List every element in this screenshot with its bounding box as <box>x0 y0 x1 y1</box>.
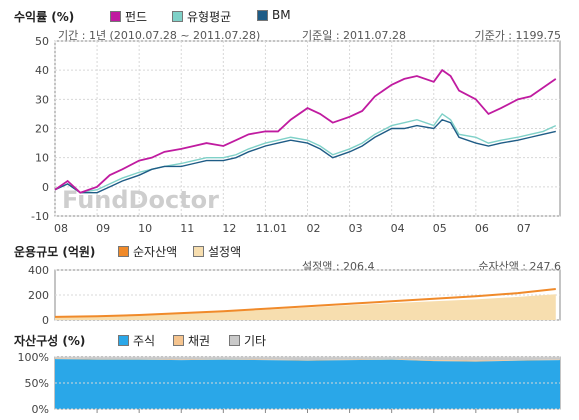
aum-y-tick-label: 400 <box>28 265 49 277</box>
period-label: 기간 : 1년 (2010.07.28 ~ 2011.07.28) <box>58 29 261 42</box>
bm-swatch <box>257 9 268 21</box>
legend-fund: 펀드 <box>110 8 147 25</box>
bonds-swatch <box>173 335 184 346</box>
legend-bonds: 채권 <box>173 332 210 349</box>
legend-bonds-label: 채권 <box>188 334 211 348</box>
returns-y-tick-label: 30 <box>35 93 49 106</box>
legend-peer-avg: 유형평균 <box>172 8 231 25</box>
legend-bm-label: BM <box>272 8 291 22</box>
bm-series-line <box>54 118 556 194</box>
other-swatch <box>229 335 240 346</box>
aum-y-tick-label: 200 <box>28 289 49 302</box>
legend-setup-amount-label: 설정액 <box>208 245 242 259</box>
net-assets-line <box>54 288 556 318</box>
aum-title: 운용규모 (억원) <box>14 245 96 259</box>
asset-chart: 0% 50% 100% <box>18 352 561 416</box>
setup-amount-swatch <box>193 246 204 257</box>
asset-title: 자산구성 (%) <box>14 334 86 348</box>
net-assets-swatch <box>118 246 129 257</box>
returns-x-tick-label: 03 <box>349 222 363 235</box>
legend-setup-amount: 설정액 <box>193 243 241 260</box>
peer-avg-series-line <box>54 112 557 194</box>
returns-y-tick-label: 10 <box>35 152 49 165</box>
returns-y-tick-label: 40 <box>35 64 49 77</box>
legend-other: 기타 <box>229 332 266 349</box>
asset-y-tick-label: 0% <box>32 403 49 416</box>
returns-x-tick-label: 02 <box>307 222 321 235</box>
setup-amount-area <box>55 294 556 320</box>
asset-y-tick-label: 100% <box>18 352 49 364</box>
asset-y-tick-label: 50% <box>25 377 49 390</box>
bonds-area <box>55 358 560 362</box>
returns-x-tick-label: 12 <box>222 222 236 235</box>
returns-y-tick-label: 0 <box>42 181 49 194</box>
returns-x-tick-label: 07 <box>517 222 531 235</box>
returns-x-tick-label: 08 <box>54 222 68 235</box>
returns-x-tick-label: 10 <box>138 222 152 235</box>
returns-y-tick-label: 20 <box>35 123 49 136</box>
legend-net-assets-label: 순자산액 <box>133 245 178 259</box>
base-date-label: 기준일 : 2011.07.28 <box>302 29 407 42</box>
returns-title: 수익률 (%) <box>14 10 75 24</box>
legend-peer-avg-label: 유형평균 <box>187 10 232 24</box>
returns-y-tick-label: -10 <box>31 210 49 223</box>
aum-y-tick-label: 0 <box>42 314 49 325</box>
legend-stocks: 주식 <box>118 332 155 349</box>
fund-series-line <box>54 68 557 194</box>
legend-fund-label: 펀드 <box>125 10 148 24</box>
legend-other-label: 기타 <box>244 334 267 348</box>
other-area <box>55 357 560 361</box>
stocks-area <box>55 359 560 409</box>
stocks-swatch <box>118 335 129 346</box>
returns-x-tick-label: 11.01 <box>256 222 288 235</box>
returns-x-tick-label: 09 <box>96 222 110 235</box>
returns-x-tick-label: 06 <box>475 222 489 235</box>
peer-avg-swatch <box>172 11 183 22</box>
fund-swatch <box>110 11 121 22</box>
returns-x-tick-label: 11 <box>180 222 194 235</box>
returns-y-tick-label: 50 <box>35 36 49 48</box>
legend-net-assets: 순자산액 <box>118 243 177 260</box>
legend-bm: BM <box>257 8 291 22</box>
returns-chart: -10 0 10 20 30 40 50 08 09 10 11 12 11.01 02 03 04 05 06 0… <box>31 36 561 235</box>
aum-chart: 0 200 400 <box>28 265 561 325</box>
returns-x-tick-label: 04 <box>391 222 405 235</box>
base-price-label: 기준가 : 1199.75 <box>474 29 561 42</box>
returns-x-tick-label: 05 <box>433 222 447 235</box>
watermark: FundDoctor <box>62 186 219 214</box>
legend-stocks-label: 주식 <box>133 334 156 348</box>
